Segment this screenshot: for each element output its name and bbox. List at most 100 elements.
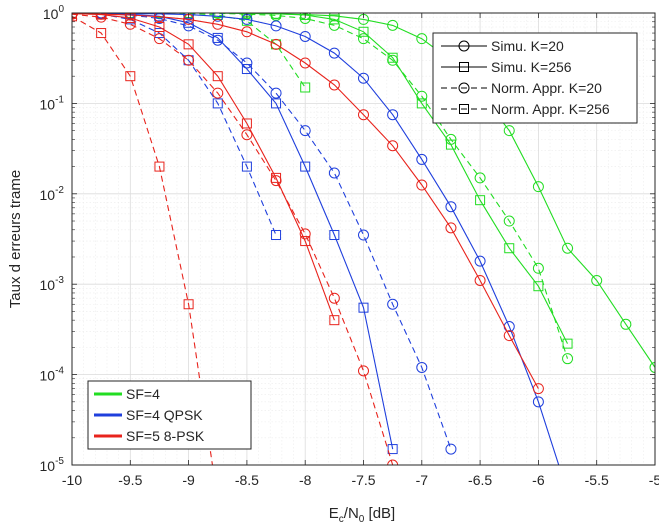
- data-point: [532, 262, 544, 274]
- data-point: [387, 140, 399, 152]
- legend-label: Simu. K=256: [491, 59, 572, 75]
- legend-box: [432, 32, 638, 124]
- data-point: [183, 20, 195, 32]
- data-point: [358, 33, 369, 45]
- data-point: [300, 82, 311, 93]
- x-tick-label: -7.5: [351, 472, 375, 488]
- data-point: [475, 195, 486, 206]
- legend-marker: [459, 62, 469, 72]
- x-tick-label: -6: [532, 472, 545, 488]
- data-point: [299, 57, 311, 69]
- plot-border: [71, 12, 656, 466]
- data-point: [241, 26, 253, 38]
- x-axis-label: Ec/N0 [dB]: [329, 505, 395, 525]
- data-point: [299, 228, 311, 240]
- data-point: [241, 161, 252, 172]
- data-point: [95, 13, 107, 23]
- y-tick-label: 10-4: [40, 366, 65, 384]
- data-point: [445, 443, 457, 455]
- data-point: [503, 125, 515, 137]
- data-point: [358, 109, 369, 121]
- x-tick-label: -10: [62, 472, 82, 488]
- data-point: [154, 161, 165, 172]
- data-point: [328, 292, 340, 304]
- data-point: [154, 13, 165, 18]
- data-point: [241, 57, 253, 69]
- data-point: [474, 172, 486, 184]
- data-point: [270, 38, 282, 50]
- x-tick-label: -7: [416, 472, 429, 488]
- data-point: [562, 338, 573, 349]
- data-point: [329, 230, 340, 241]
- data-point: [416, 98, 427, 109]
- data-point: [387, 19, 399, 31]
- data-point: [300, 236, 311, 247]
- y-axis-label: Taux d erreurs trame: [7, 170, 24, 308]
- series-6: [95, 13, 457, 455]
- data-point: [329, 315, 340, 326]
- series-1: [125, 13, 573, 349]
- series-10: [72, 13, 399, 465]
- data-point: [387, 444, 398, 455]
- data-point: [474, 274, 486, 286]
- data-point: [271, 98, 282, 109]
- series-9: [72, 13, 340, 326]
- data-point: [212, 98, 223, 109]
- data-point: [124, 18, 136, 30]
- data-point: [125, 71, 136, 82]
- series-line: [101, 13, 277, 236]
- legend-marker: [459, 104, 469, 114]
- legend-label: SF=4 QPSK: [126, 407, 203, 423]
- data-point: [533, 281, 544, 292]
- data-point: [532, 181, 544, 193]
- legend-label: Simu. K=20: [491, 38, 564, 54]
- data-point: [358, 365, 369, 377]
- data-point: [416, 179, 428, 191]
- data-point: [503, 215, 515, 227]
- series-line: [72, 13, 335, 321]
- data-point: [328, 167, 340, 179]
- data-point: [154, 22, 165, 33]
- axes-box: [71, 12, 656, 466]
- legend-label: Norm. Appr. K=256: [491, 101, 610, 117]
- data-point: [532, 383, 544, 395]
- series-line: [101, 13, 560, 465]
- data-point: [183, 39, 194, 50]
- data-point: [299, 125, 311, 137]
- legend-line-styles: Simu. K=20 Simu. K=256 Norm. Appr. K=20 Nor…: [432, 32, 638, 124]
- data-point: [212, 34, 224, 46]
- legend-spreading-factors: SF=4 SF=4 QPSK SF=5 8-PSK: [87, 380, 252, 450]
- data-point: [387, 298, 399, 310]
- x-tick-label: -9: [182, 472, 195, 488]
- data-point: [328, 79, 340, 91]
- data-point: [387, 54, 399, 66]
- x-tick-label: -6.5: [468, 472, 492, 488]
- data-point: [241, 129, 253, 141]
- data-point: [358, 302, 369, 313]
- data-point: [270, 175, 282, 187]
- data-point: [387, 109, 399, 121]
- data-point: [445, 133, 457, 145]
- data-point: [270, 20, 282, 32]
- data-point: [562, 353, 574, 365]
- data-point: [328, 47, 340, 59]
- data-point: [183, 299, 194, 310]
- data-point: [591, 274, 603, 286]
- series-line: [72, 15, 214, 465]
- data-point: [504, 243, 515, 254]
- data-point: [300, 13, 311, 21]
- data-point: [416, 153, 428, 165]
- data-point: [358, 229, 369, 241]
- x-tick-label: -8: [299, 472, 312, 488]
- data-point: [387, 459, 399, 465]
- series-line: [72, 13, 539, 389]
- data-point: [183, 54, 195, 66]
- series-line: [159, 13, 569, 359]
- x-tick-label: -5: [649, 472, 659, 488]
- y-tick-label: 10-3: [40, 275, 65, 293]
- data-point: [328, 19, 340, 31]
- data-point: [153, 33, 165, 45]
- x-tick-label: -8.5: [235, 472, 259, 488]
- data-point: [416, 90, 428, 102]
